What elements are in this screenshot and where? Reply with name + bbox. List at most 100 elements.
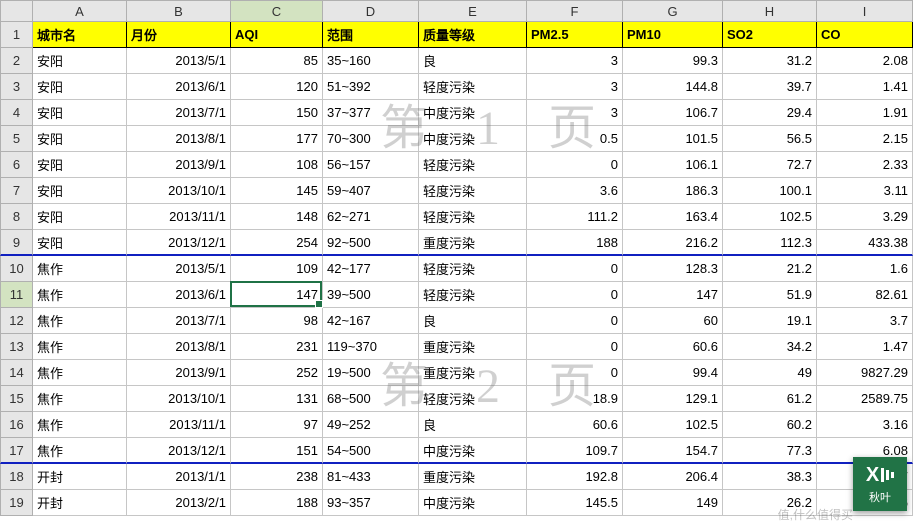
cell-G16[interactable]: 102.5 <box>623 412 723 438</box>
row-header-9[interactable]: 9 <box>0 230 33 256</box>
cell-D10[interactable]: 42~177 <box>323 256 419 282</box>
cell-F9[interactable]: 188 <box>527 230 623 256</box>
cell-I2[interactable]: 2.08 <box>817 48 913 74</box>
row-header-6[interactable]: 6 <box>0 152 33 178</box>
cell-E18[interactable]: 重度污染 <box>419 464 527 490</box>
cell-G10[interactable]: 128.3 <box>623 256 723 282</box>
cell-F8[interactable]: 111.2 <box>527 204 623 230</box>
row-header-10[interactable]: 10 <box>0 256 33 282</box>
row-header-13[interactable]: 13 <box>0 334 33 360</box>
cell-F11[interactable]: 0 <box>527 282 623 308</box>
cell-H15[interactable]: 61.2 <box>723 386 817 412</box>
cell-E8[interactable]: 轻度污染 <box>419 204 527 230</box>
cell-D13[interactable]: 119~370 <box>323 334 419 360</box>
column-header-H[interactable]: H <box>723 0 817 22</box>
cell-E6[interactable]: 轻度污染 <box>419 152 527 178</box>
cell-D15[interactable]: 68~500 <box>323 386 419 412</box>
cell-A16[interactable]: 焦作 <box>33 412 127 438</box>
cell-F3[interactable]: 3 <box>527 74 623 100</box>
row-header-17[interactable]: 17 <box>0 438 33 464</box>
cell-A6[interactable]: 安阳 <box>33 152 127 178</box>
cell-C9[interactable]: 254 <box>231 230 323 256</box>
row-header-11[interactable]: 11 <box>0 282 33 308</box>
cell-G3[interactable]: 144.8 <box>623 74 723 100</box>
cell-F5[interactable]: 0.5 <box>527 126 623 152</box>
cell-H11[interactable]: 51.9 <box>723 282 817 308</box>
cell-F12[interactable]: 0 <box>527 308 623 334</box>
column-header-E[interactable]: E <box>419 0 527 22</box>
cell-F6[interactable]: 0 <box>527 152 623 178</box>
cell-E16[interactable]: 良 <box>419 412 527 438</box>
cell-I11[interactable]: 82.61 <box>817 282 913 308</box>
cell-E5[interactable]: 中度污染 <box>419 126 527 152</box>
cell-A9[interactable]: 安阳 <box>33 230 127 256</box>
cell-C5[interactable]: 177 <box>231 126 323 152</box>
cell-C2[interactable]: 85 <box>231 48 323 74</box>
cell-D17[interactable]: 54~500 <box>323 438 419 464</box>
cell-D3[interactable]: 51~392 <box>323 74 419 100</box>
cell-F2[interactable]: 3 <box>527 48 623 74</box>
cell-G9[interactable]: 216.2 <box>623 230 723 256</box>
cell-A17[interactable]: 焦作 <box>33 438 127 464</box>
cell-I4[interactable]: 1.91 <box>817 100 913 126</box>
cell-D9[interactable]: 92~500 <box>323 230 419 256</box>
cell-G12[interactable]: 60 <box>623 308 723 334</box>
cell-G14[interactable]: 99.4 <box>623 360 723 386</box>
cell-A7[interactable]: 安阳 <box>33 178 127 204</box>
cell-B2[interactable]: 2013/5/1 <box>127 48 231 74</box>
row-header-4[interactable]: 4 <box>0 100 33 126</box>
cell-G4[interactable]: 106.7 <box>623 100 723 126</box>
cell-I7[interactable]: 3.11 <box>817 178 913 204</box>
cell-I12[interactable]: 3.7 <box>817 308 913 334</box>
cell-H18[interactable]: 38.3 <box>723 464 817 490</box>
cell-F15[interactable]: 18.9 <box>527 386 623 412</box>
cell-G13[interactable]: 60.6 <box>623 334 723 360</box>
cell-I16[interactable]: 3.16 <box>817 412 913 438</box>
column-header-I[interactable]: I <box>817 0 913 22</box>
cell-I8[interactable]: 3.29 <box>817 204 913 230</box>
cell-A2[interactable]: 安阳 <box>33 48 127 74</box>
cell-D5[interactable]: 70~300 <box>323 126 419 152</box>
cell-A3[interactable]: 安阳 <box>33 74 127 100</box>
cell-D18[interactable]: 81~433 <box>323 464 419 490</box>
cell-B15[interactable]: 2013/10/1 <box>127 386 231 412</box>
row-header-14[interactable]: 14 <box>0 360 33 386</box>
cell-C19[interactable]: 188 <box>231 490 323 516</box>
cell-D7[interactable]: 59~407 <box>323 178 419 204</box>
cell-D4[interactable]: 37~377 <box>323 100 419 126</box>
column-header-D[interactable]: D <box>323 0 419 22</box>
cell-A14[interactable]: 焦作 <box>33 360 127 386</box>
row-header-3[interactable]: 3 <box>0 74 33 100</box>
cell-C18[interactable]: 238 <box>231 464 323 490</box>
cell-C13[interactable]: 231 <box>231 334 323 360</box>
cell-H16[interactable]: 60.2 <box>723 412 817 438</box>
cell-A13[interactable]: 焦作 <box>33 334 127 360</box>
cell-I9[interactable]: 433.38 <box>817 230 913 256</box>
cell-H19[interactable]: 26.2 <box>723 490 817 516</box>
row-header-19[interactable]: 19 <box>0 490 33 516</box>
cell-F7[interactable]: 3.6 <box>527 178 623 204</box>
cell-G7[interactable]: 186.3 <box>623 178 723 204</box>
cell-E9[interactable]: 重度污染 <box>419 230 527 256</box>
row-header-7[interactable]: 7 <box>0 178 33 204</box>
cell-H12[interactable]: 19.1 <box>723 308 817 334</box>
cell-D6[interactable]: 56~157 <box>323 152 419 178</box>
cell-E19[interactable]: 中度污染 <box>419 490 527 516</box>
cell-F17[interactable]: 109.7 <box>527 438 623 464</box>
cell-B6[interactable]: 2013/9/1 <box>127 152 231 178</box>
select-all-corner[interactable] <box>0 0 33 22</box>
cell-C8[interactable]: 148 <box>231 204 323 230</box>
cell-A18[interactable]: 开封 <box>33 464 127 490</box>
cell-B10[interactable]: 2013/5/1 <box>127 256 231 282</box>
row-header-15[interactable]: 15 <box>0 386 33 412</box>
cell-B3[interactable]: 2013/6/1 <box>127 74 231 100</box>
cell-C14[interactable]: 252 <box>231 360 323 386</box>
row-header-2[interactable]: 2 <box>0 48 33 74</box>
cell-C17[interactable]: 151 <box>231 438 323 464</box>
cell-G8[interactable]: 163.4 <box>623 204 723 230</box>
cell-H13[interactable]: 34.2 <box>723 334 817 360</box>
cell-E11[interactable]: 轻度污染 <box>419 282 527 308</box>
cell-F18[interactable]: 192.8 <box>527 464 623 490</box>
cell-G17[interactable]: 154.7 <box>623 438 723 464</box>
cell-C7[interactable]: 145 <box>231 178 323 204</box>
